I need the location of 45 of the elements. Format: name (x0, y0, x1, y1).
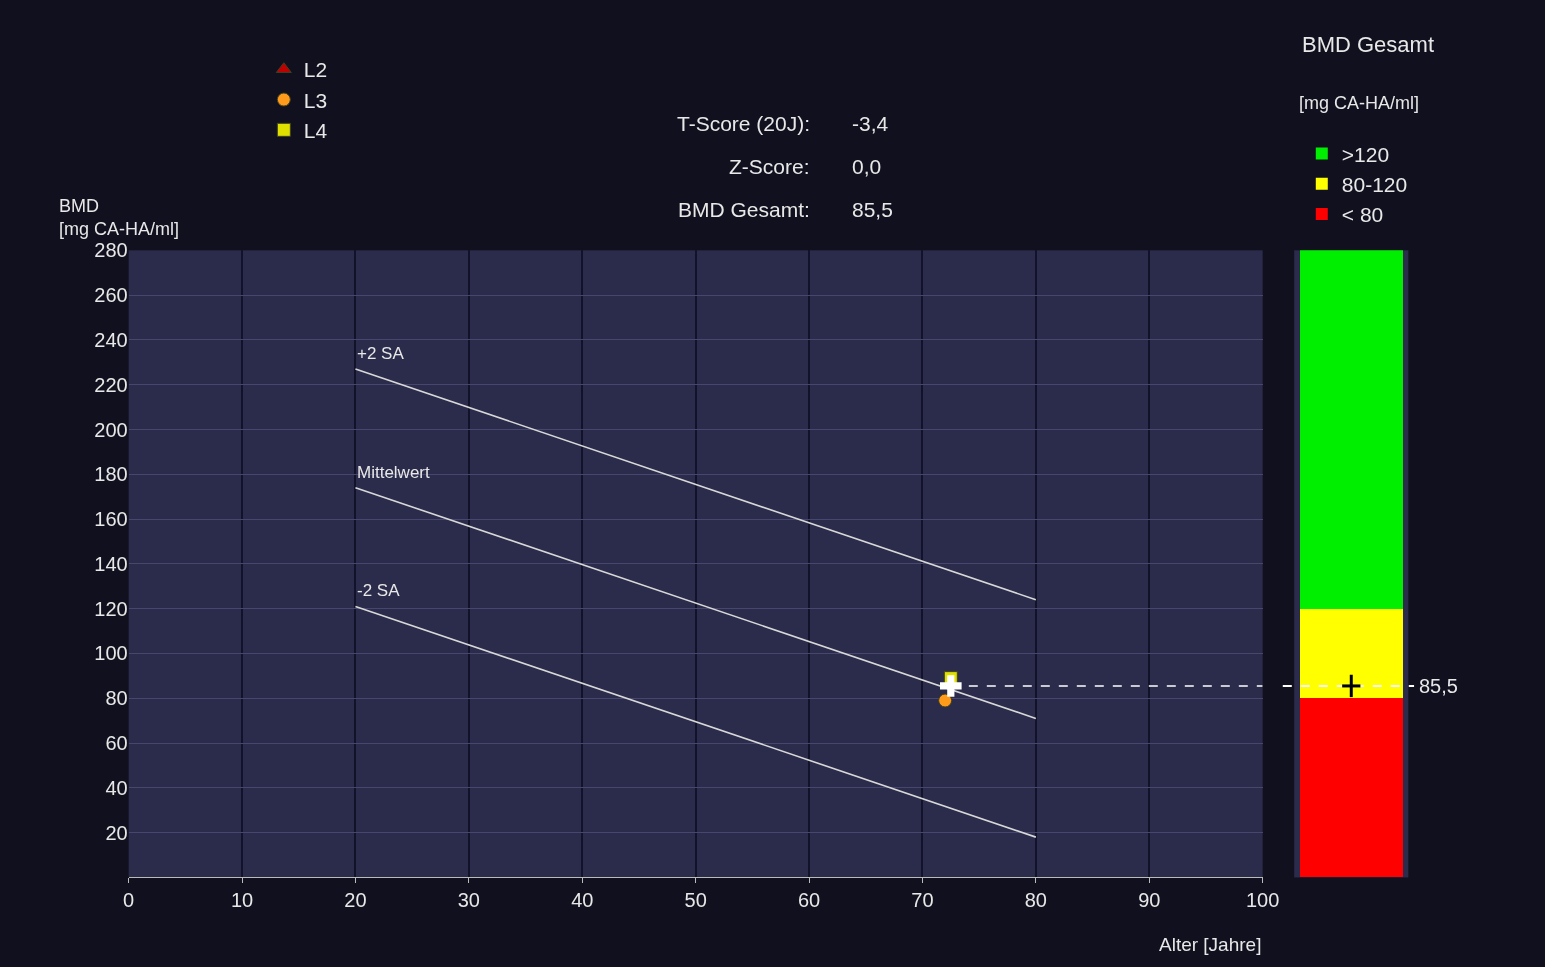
text: BMD Gesamt: (678, 198, 810, 221)
y-tick-label: 260 (94, 284, 128, 307)
y-tick-label: 200 (94, 418, 128, 441)
text: T-Score (20J): (677, 112, 811, 135)
y-tick-label: 140 (94, 552, 128, 575)
series-label: -2 SA (357, 581, 401, 600)
legend-label: L4 (303, 119, 328, 143)
ref-line-label: 85,5 (1419, 675, 1458, 697)
y-tick-label: 80 (105, 687, 128, 710)
legend-label: < 80 (1341, 203, 1384, 227)
legend-label: L2 (303, 58, 328, 82)
y-tick-label: 100 (94, 642, 128, 665)
y-axis-title: BMD [mg CA-HA/ml] (59, 196, 180, 240)
text: Z-Score: (729, 155, 810, 178)
y-tick-label: 60 (105, 732, 128, 755)
chart-subtitle: [mg CA-HA/ml] (1299, 93, 1420, 113)
x-tick-label: 80 (1024, 889, 1047, 912)
y-tick-label: 40 (105, 776, 128, 799)
x-tick-label: 20 (344, 889, 367, 912)
series-label: +2 SA (357, 344, 405, 363)
x-tick-label: 90 (1138, 889, 1161, 912)
x-tick-label: 100 (1245, 889, 1280, 912)
series-label: Mittelwert (357, 463, 431, 482)
x-axis-title: Alter [Jahre] (1159, 934, 1262, 955)
legend-label: 80-120 (1341, 172, 1408, 196)
text: 85,5 (852, 198, 893, 221)
x-tick-label: 10 (230, 889, 254, 912)
y-tick-label: 20 (105, 821, 128, 844)
x-tick-label: 60 (797, 889, 821, 912)
text: 0,0 (852, 155, 882, 178)
chart-title: BMD Gesamt (1302, 32, 1435, 57)
y-tick-label: 160 (94, 508, 128, 531)
x-tick-label: 70 (911, 889, 934, 912)
text: -3,4 (852, 112, 889, 135)
x-tick-label: 40 (571, 889, 594, 912)
y-tick-label: 240 (94, 328, 128, 351)
y-tick-label: 280 (94, 239, 128, 262)
x-tick-label: 50 (684, 889, 707, 912)
x-tick-label: 0 (123, 889, 135, 912)
legend-label: >120 (1341, 142, 1390, 166)
y-tick-label: 220 (94, 373, 128, 396)
x-tick-label: 30 (457, 889, 480, 912)
legend-label: L3 (303, 88, 328, 112)
y-tick-label: 120 (94, 597, 128, 620)
y-tick-label: 180 (94, 463, 128, 486)
